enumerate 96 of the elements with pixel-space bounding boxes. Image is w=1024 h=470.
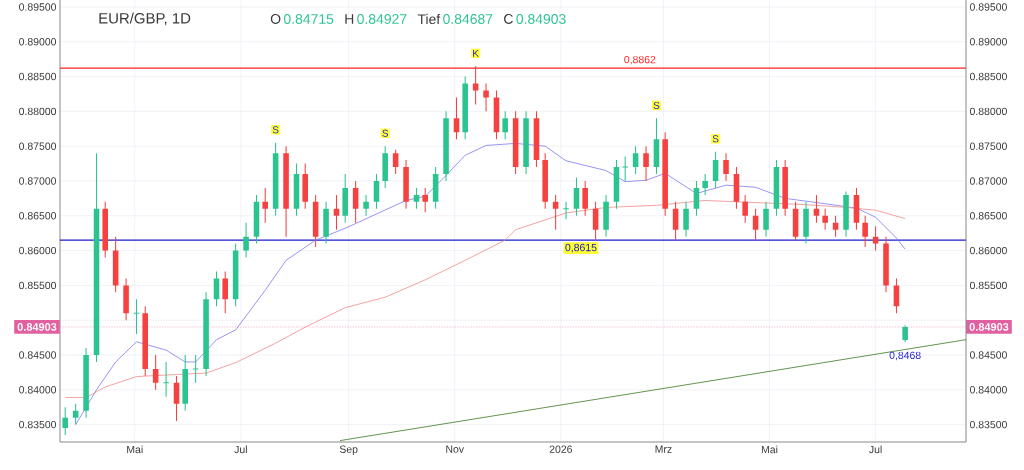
candlestick <box>123 278 129 321</box>
x-tick-label: Nov <box>446 445 464 453</box>
candlestick <box>582 180 588 216</box>
annotation: 0.84687 <box>443 14 493 24</box>
y2-tick-label: 0.84000 <box>969 386 1007 394</box>
annotation: O <box>270 14 281 24</box>
text: EUR/GBP, 1D <box>99 12 191 26</box>
candlestick <box>542 153 548 209</box>
x-tick-label: Mrz <box>655 445 672 453</box>
candlestick <box>302 163 308 209</box>
candlestick <box>403 160 409 209</box>
candlestick <box>342 174 348 223</box>
y2-tick-label: 0.86000 <box>969 246 1007 255</box>
candlestick <box>782 160 788 216</box>
annotation: S <box>272 126 279 134</box>
y2-tick-label: 0.89000 <box>969 38 1007 46</box>
y2-tick-label: 0.86500 <box>969 212 1007 220</box>
candlestick <box>323 201 329 244</box>
candlestick <box>462 76 468 140</box>
x-tick-label: Mai <box>127 445 143 454</box>
ref-line-label: 0,8615 <box>565 243 597 253</box>
candlestick <box>192 354 199 383</box>
candlestick <box>763 201 769 237</box>
candlestick <box>803 201 809 244</box>
y-tick-label: 0.89000 <box>19 38 57 46</box>
y-tick-label: 0.88500 <box>19 72 57 81</box>
ref-line-label: 0.84903 <box>17 323 57 331</box>
y2-tick-label: 0.85500 <box>969 281 1007 290</box>
candlestick <box>222 271 228 314</box>
candlestick <box>483 83 489 112</box>
candlestick <box>163 361 169 397</box>
y2-tick-label: 0.83500 <box>969 420 1007 429</box>
annotation: S <box>712 135 719 143</box>
annotation: K <box>473 49 479 57</box>
y-tick-label: 0.87000 <box>19 177 57 185</box>
candlestick <box>382 146 388 188</box>
candlestick <box>662 132 668 216</box>
candlestick <box>243 222 249 258</box>
x-tick-label: Jul <box>234 445 247 454</box>
annotation: 0,8468 <box>889 351 921 361</box>
candlestick <box>133 299 140 335</box>
candlestick <box>563 201 569 220</box>
y-tick-label: 0.85500 <box>19 281 57 290</box>
text: 0.84903 <box>969 323 1009 331</box>
candlestick <box>883 236 889 293</box>
candlestick <box>443 111 449 181</box>
candlestick <box>643 146 649 181</box>
candlestick <box>843 191 849 237</box>
annotation: S <box>382 129 389 137</box>
candlestick <box>203 292 209 376</box>
candlestick <box>283 146 289 237</box>
candlestick <box>723 153 729 181</box>
x-tick-label: Mai <box>761 445 778 454</box>
y-tick-label: 0.86000 <box>19 246 57 255</box>
y2-tick-label: 0.88000 <box>969 107 1007 116</box>
candlestick <box>742 194 748 223</box>
annotation: 0.84715 <box>283 14 334 24</box>
y2-tick-label: 0.87000 <box>969 177 1007 185</box>
candlestick <box>142 306 148 376</box>
annotation: H <box>345 14 354 24</box>
annotation: C <box>504 14 513 24</box>
candlestick <box>262 187 268 223</box>
x-tick-label: Sep <box>339 445 358 455</box>
candlestick <box>523 111 529 175</box>
y-tick-label: 0.84500 <box>19 351 57 359</box>
candlestick <box>502 111 508 140</box>
annotation: Tief <box>417 13 441 25</box>
candlestick <box>62 407 68 436</box>
y-tick-label: 0.86500 <box>19 212 57 220</box>
y-tick-label: 0.83500 <box>19 420 57 429</box>
candlestick <box>902 325 908 342</box>
candlestick <box>862 215 868 248</box>
candlestick <box>363 194 369 216</box>
y-tick-label: 0.87500 <box>19 142 57 150</box>
x-tick-label: 2026 <box>549 445 572 453</box>
candlestick <box>422 187 428 213</box>
y2-tick-label: 0.84500 <box>969 351 1007 359</box>
candlestick <box>83 348 89 418</box>
candlestick <box>603 194 609 237</box>
annotation: 0.84927 <box>357 14 407 24</box>
y-tick-label: 0.88000 <box>19 107 57 116</box>
y2-tick-label: 0.89500 <box>969 3 1007 11</box>
y2-tick-label: 0.87500 <box>969 142 1007 150</box>
ref-line-label: 0,8862 <box>624 55 656 65</box>
candlestick <box>702 174 708 195</box>
candlestick <box>102 201 108 258</box>
candlestick <box>182 354 188 411</box>
y-tick-label: 0.89500 <box>19 3 57 11</box>
x-tick-label: Jul <box>869 445 882 454</box>
candlestick <box>622 156 628 181</box>
candlestick <box>683 201 689 237</box>
annotation: 0.84903 <box>516 14 566 24</box>
y-tick-label: 0.84000 <box>19 386 57 394</box>
annotation: S <box>653 101 660 109</box>
y2-tick-label: 0.88500 <box>969 72 1007 81</box>
candlestick <box>822 208 828 230</box>
